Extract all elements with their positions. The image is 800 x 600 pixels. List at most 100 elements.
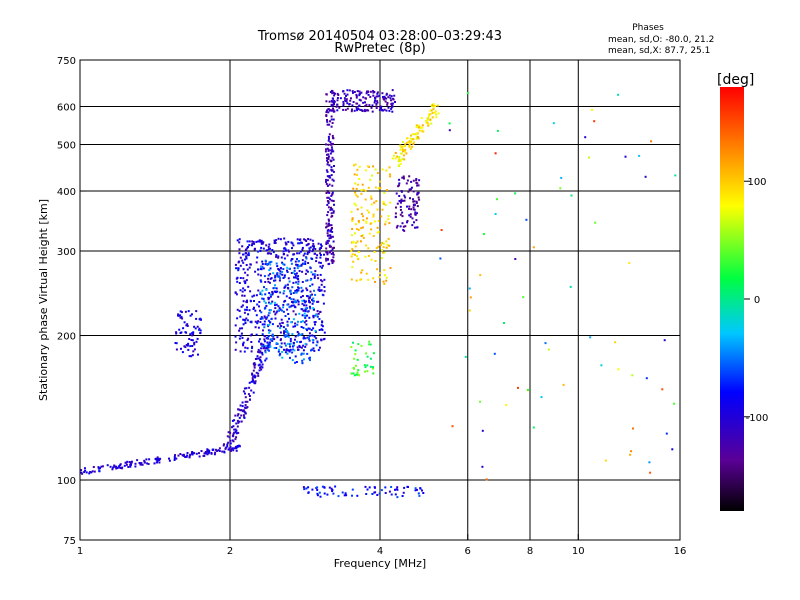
data-point bbox=[383, 202, 386, 205]
data-point bbox=[415, 226, 418, 229]
data-point bbox=[183, 345, 186, 348]
data-point bbox=[379, 272, 382, 275]
data-point bbox=[278, 354, 281, 357]
data-point bbox=[198, 327, 201, 330]
colorbar-tick-label: 0 bbox=[754, 295, 760, 306]
data-point bbox=[284, 335, 287, 338]
data-point bbox=[384, 223, 387, 226]
data-point bbox=[247, 393, 250, 396]
data-point bbox=[394, 493, 397, 496]
data-point bbox=[305, 304, 308, 307]
data-point bbox=[321, 293, 324, 296]
data-point bbox=[243, 280, 246, 283]
data-point bbox=[308, 251, 311, 254]
data-point bbox=[406, 221, 408, 224]
data-point bbox=[318, 286, 321, 289]
data-point bbox=[257, 374, 260, 377]
data-point bbox=[259, 351, 262, 354]
data-point bbox=[99, 467, 101, 470]
data-point bbox=[362, 101, 365, 104]
data-point bbox=[279, 267, 282, 270]
data-point bbox=[364, 255, 367, 258]
data-point bbox=[381, 109, 383, 112]
data-point bbox=[334, 485, 337, 488]
data-point bbox=[240, 305, 243, 308]
data-point bbox=[312, 327, 315, 330]
data-point bbox=[281, 321, 284, 324]
data-point bbox=[414, 226, 416, 229]
data-point bbox=[218, 447, 221, 450]
data-point bbox=[292, 298, 295, 301]
data-point bbox=[364, 97, 367, 100]
data-point bbox=[374, 220, 376, 223]
data-point bbox=[203, 452, 206, 455]
data-point bbox=[342, 100, 345, 103]
data-point bbox=[305, 328, 308, 330]
data-point bbox=[290, 272, 293, 274]
data-point bbox=[301, 302, 304, 305]
data-point bbox=[328, 244, 331, 247]
data-point bbox=[279, 331, 282, 334]
data-point bbox=[240, 414, 243, 417]
data-point bbox=[231, 447, 234, 450]
data-point bbox=[307, 486, 310, 489]
data-point bbox=[360, 109, 363, 112]
data-point bbox=[295, 291, 298, 294]
data-point bbox=[360, 235, 363, 237]
data-point bbox=[380, 105, 383, 108]
data-point bbox=[287, 277, 290, 280]
data-point bbox=[570, 194, 573, 197]
data-point bbox=[351, 266, 354, 269]
stats-line-x: mean, sd,X: 87.7, 25.1 bbox=[608, 46, 710, 56]
data-point bbox=[308, 327, 311, 330]
data-point bbox=[394, 101, 396, 103]
data-point bbox=[283, 348, 285, 351]
data-point bbox=[401, 222, 404, 225]
data-point bbox=[291, 258, 294, 260]
data-point bbox=[297, 303, 300, 306]
data-point bbox=[97, 466, 100, 469]
data-point bbox=[409, 215, 412, 218]
y-tick-label: 300 bbox=[57, 247, 76, 258]
data-point bbox=[399, 208, 402, 211]
data-point bbox=[325, 178, 327, 181]
data-point bbox=[127, 466, 130, 468]
data-point bbox=[303, 312, 306, 315]
data-point bbox=[382, 242, 385, 245]
data-point bbox=[303, 252, 306, 255]
data-point bbox=[191, 339, 194, 342]
data-point bbox=[355, 228, 358, 230]
data-point bbox=[242, 409, 245, 412]
data-point bbox=[198, 328, 201, 331]
data-point bbox=[235, 422, 238, 425]
data-point bbox=[357, 343, 360, 346]
data-point bbox=[254, 326, 257, 329]
data-point bbox=[283, 290, 286, 292]
data-point bbox=[268, 281, 271, 284]
data-point bbox=[298, 270, 301, 272]
data-point bbox=[289, 291, 292, 294]
data-point bbox=[358, 178, 361, 180]
data-point bbox=[273, 279, 275, 282]
data-point bbox=[417, 184, 420, 187]
data-point bbox=[332, 97, 334, 100]
data-point bbox=[299, 341, 302, 343]
data-point bbox=[298, 252, 301, 255]
data-point bbox=[384, 96, 386, 99]
data-point bbox=[294, 322, 297, 325]
data-point bbox=[302, 309, 305, 312]
data-point bbox=[255, 240, 258, 243]
data-point bbox=[245, 279, 248, 282]
data-point bbox=[309, 279, 312, 282]
data-point bbox=[305, 287, 308, 290]
data-point bbox=[299, 333, 302, 336]
data-point bbox=[238, 241, 241, 244]
data-point bbox=[199, 329, 202, 332]
data-point bbox=[293, 267, 296, 270]
data-point bbox=[364, 169, 367, 172]
data-point bbox=[332, 179, 335, 182]
data-point bbox=[282, 292, 285, 295]
data-point bbox=[352, 187, 355, 190]
data-point bbox=[304, 316, 307, 319]
data-point bbox=[217, 449, 220, 452]
